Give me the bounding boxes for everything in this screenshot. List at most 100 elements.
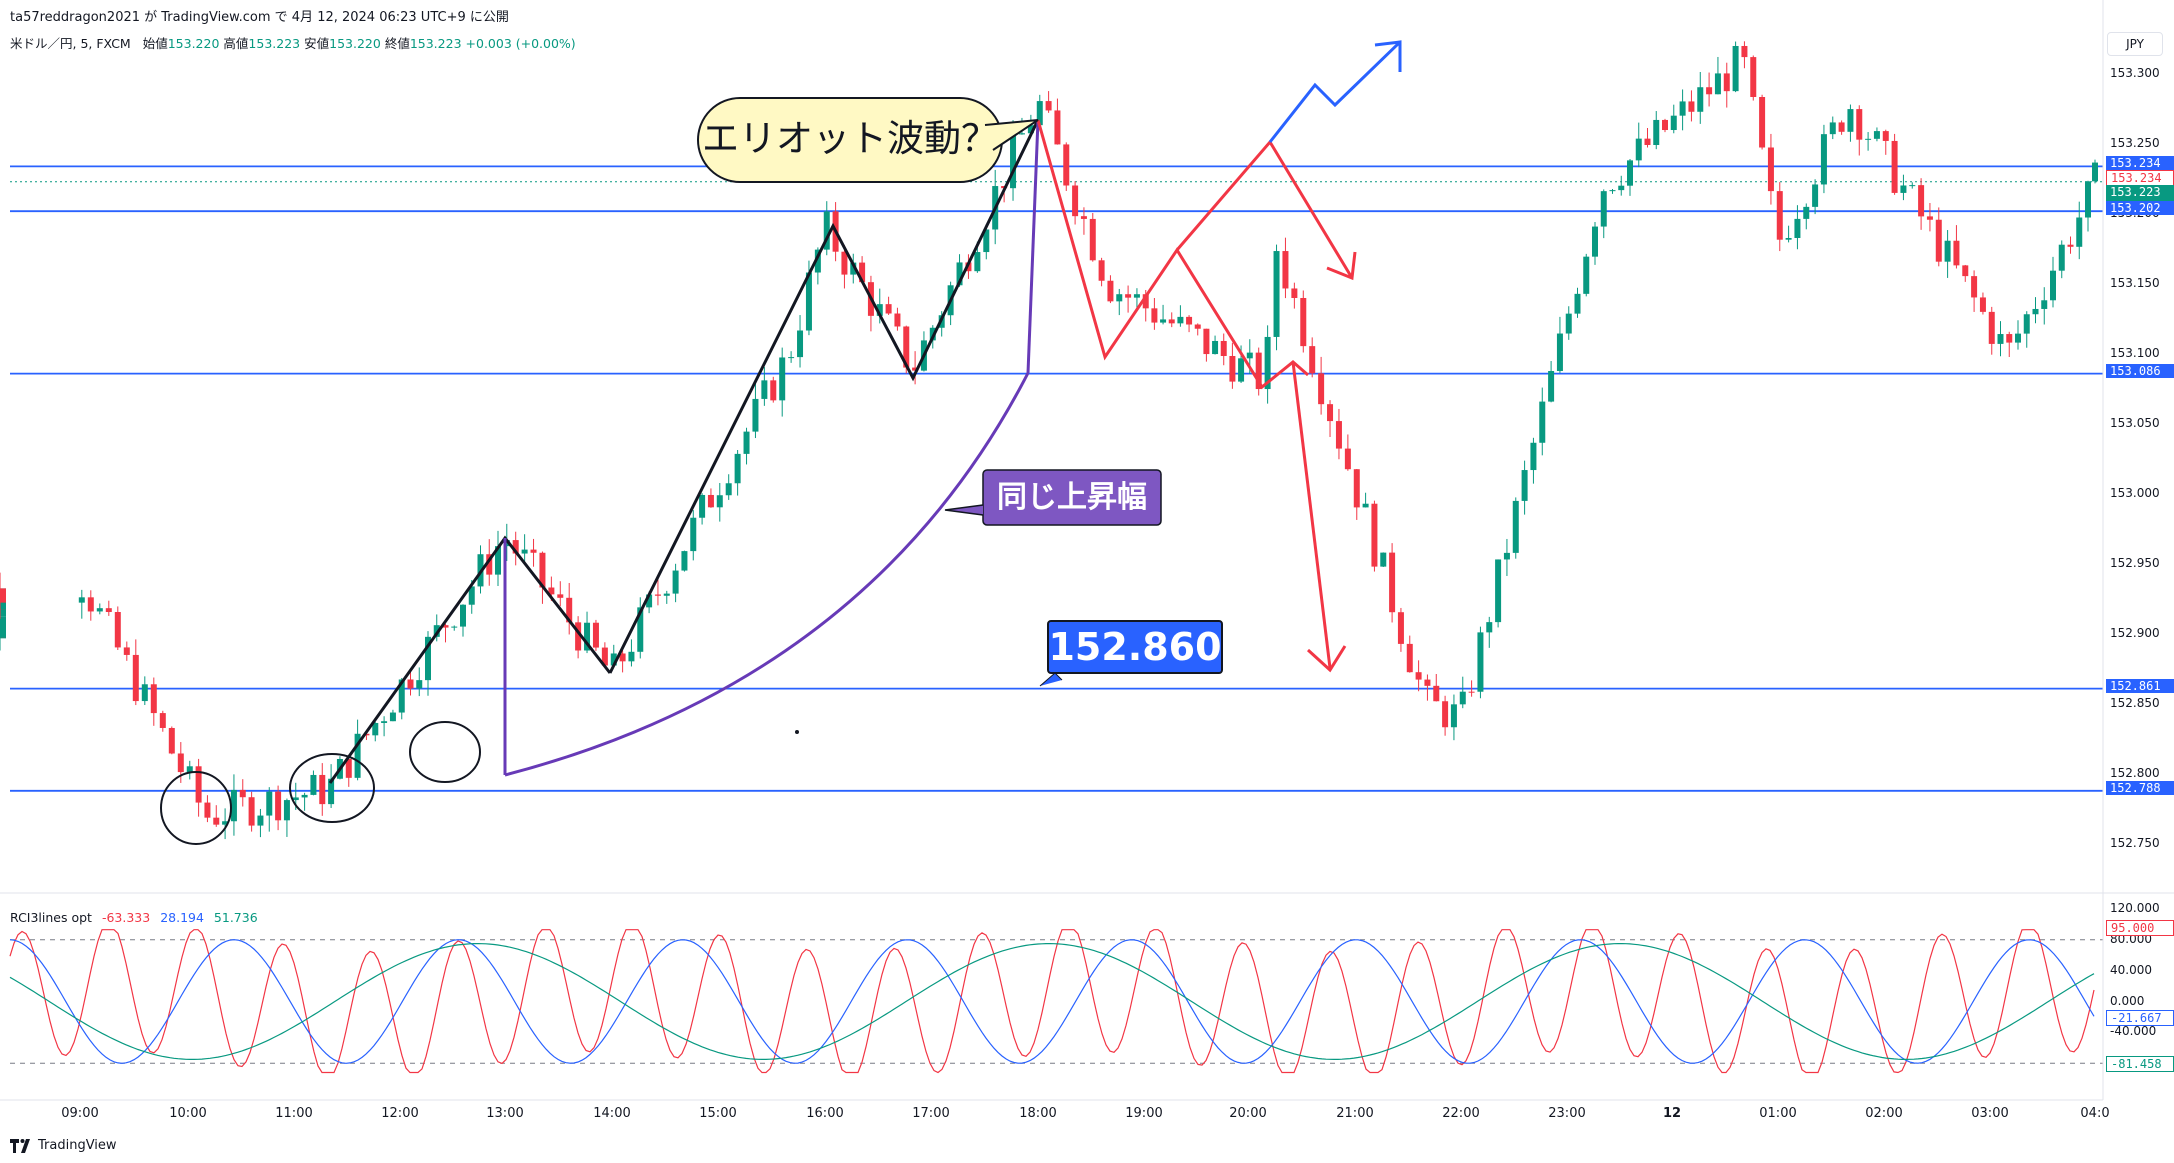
price-pill: 153.234 [2106,170,2174,187]
rci-tick-label: 120.000 [2110,900,2160,915]
measure-purple-curve [504,372,1030,777]
candle-body [912,367,919,371]
candle-207 [1838,120,1845,135]
candle-body [610,653,617,666]
candle-151 [1344,434,1351,471]
candle-84 [752,383,759,439]
rci-blue-value: 28.194 [160,910,204,925]
candle-170 [1512,497,1519,559]
symbol-line: 米ドル／円, 5, FXCM 始値153.220 高値153.223 安値153… [10,33,576,52]
published-line: ta57reddragon2021 が TradingView.com で 4月… [10,10,509,25]
close-label: 終値 [384,36,410,51]
candle-body [266,791,273,816]
path-red-3 [1291,361,1332,669]
candle-213 [1891,133,1898,195]
candle-body [1063,144,1070,186]
candle-body [654,594,661,596]
candle-body [1397,612,1404,644]
candle-body [1212,340,1219,355]
marker-dot [795,730,799,734]
candle-body [1856,109,1863,140]
candle-body [956,262,963,286]
candle-175 [1556,316,1563,373]
price-tick-label: 153.250 [2110,136,2160,150]
candle-92 [823,201,830,256]
candle-160 [1424,674,1431,701]
candle-body [1539,401,1546,443]
time-tick-label: 12 [1662,1106,1682,1121]
rci-tick-label: 0.000 [2110,993,2145,1008]
candle-body [195,766,202,803]
candle-body [1291,288,1298,298]
candle-226 [2006,331,2013,357]
candle-156 [1389,543,1396,623]
candle-89 [797,315,804,368]
candle-2 [0,622,6,648]
candle-body [1776,191,1783,240]
candle-body [503,540,510,547]
candle-155 [1380,552,1387,568]
candle-body [407,679,414,689]
candle-body [283,800,290,821]
candle-body [557,594,564,598]
candle-82 [734,449,741,496]
candle-body [248,797,255,826]
candle-body [521,549,528,554]
candle-body [1574,293,1581,314]
candle-body [1362,503,1369,508]
candle-body [1688,101,1695,112]
candle-222 [1971,270,1978,312]
candle-body [1264,336,1271,390]
candle-body [389,712,396,722]
candle-83 [743,427,750,465]
candle-body [699,494,706,518]
candle-body [707,494,714,508]
price-label-box[interactable]: 152.860 [1047,620,1223,674]
candle-46 [416,667,423,697]
zigzag-black-2 [608,119,1040,674]
currency-button[interactable]: JPY [2107,32,2163,56]
candle-59 [530,538,537,567]
candle-24 [222,808,229,840]
candle-body [2041,300,2048,309]
candle-199 [1767,133,1774,205]
candle-body [1679,101,1686,116]
candle-64 [575,616,582,659]
candle-body [1045,101,1052,111]
candle-body [159,713,166,728]
rci-pill: 95.000 [2106,920,2174,937]
candle-79 [707,488,714,508]
candle-body [575,622,582,651]
candle-169 [1503,538,1510,576]
candle-164 [1459,676,1466,709]
zigzag-black-1 [328,535,612,784]
price-pill: 153.086 [2106,363,2174,378]
candle-body [566,597,573,623]
candle-body [539,552,546,588]
candle-body [1273,251,1280,337]
candle-38 [345,758,352,787]
candle-body [292,797,299,801]
candle-body [204,802,211,818]
candle-201 [1785,225,1792,243]
candle-body [114,612,121,648]
candle-body [486,554,493,575]
candle-216 [1918,178,1925,230]
arrow-red-2 [1306,645,1347,673]
candle-9 [87,590,94,621]
candle-body [425,636,431,681]
same-rise-callout[interactable]: 同じ上昇幅 [944,469,1162,526]
elliott-callout[interactable]: エリオット波動？ [696,97,1039,183]
candle-body [1900,185,1907,193]
candle-81 [725,474,732,500]
price-label-pointer [1039,672,1063,687]
candle-27 [248,791,255,832]
circle-low-3 [409,721,481,783]
candle-body [1565,313,1572,334]
candle-28 [257,808,264,838]
candle-217 [1926,203,1933,232]
tradingview-logo[interactable]: TradingView [10,1138,117,1153]
candle-70 [628,639,635,667]
candle-102 [912,351,919,385]
